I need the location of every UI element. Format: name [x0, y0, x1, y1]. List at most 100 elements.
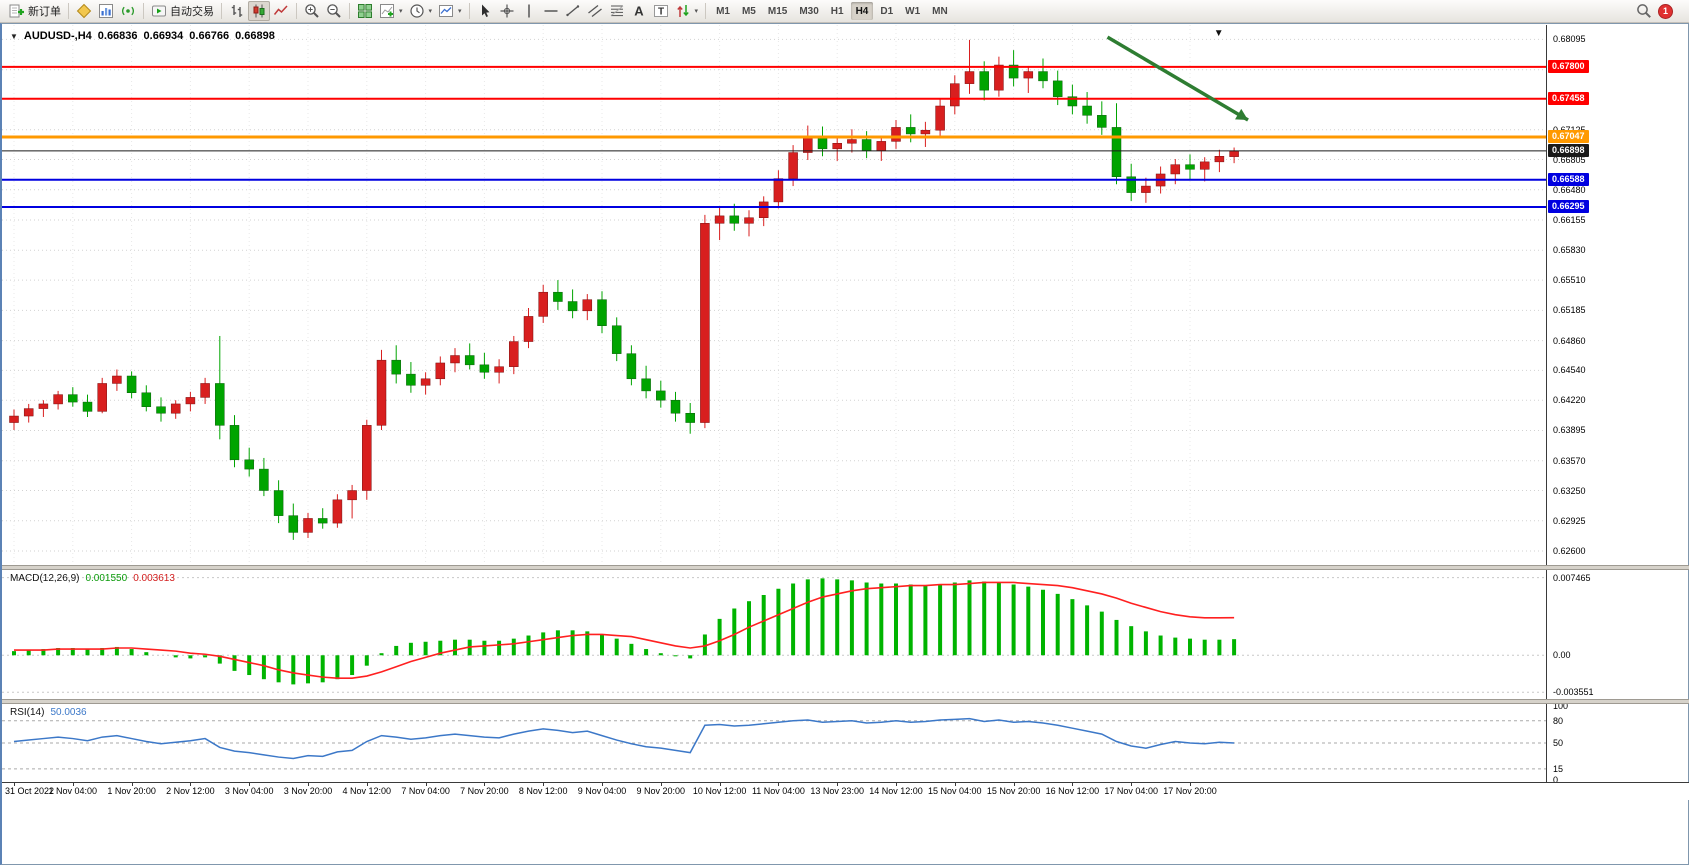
- fibonacci-button[interactable]: [606, 1, 628, 21]
- templates-button[interactable]: ▾: [435, 1, 465, 21]
- rsi-axis-label: 100: [1553, 701, 1569, 711]
- toolbar-button-groups: 新订单 自动交易 ▾ ▾ ▾ A T ▾: [6, 1, 701, 21]
- collapse-arrow-icon[interactable]: ▼: [10, 32, 18, 41]
- dropdown-arrow-icon[interactable]: ▾: [694, 8, 699, 15]
- toolbar-separator: [349, 3, 350, 19]
- indicators-icon: [379, 3, 395, 19]
- toolbar-right: 1: [1636, 3, 1683, 19]
- dropdown-arrow-icon[interactable]: ▾: [458, 8, 462, 15]
- text-label-icon: T: [653, 3, 669, 19]
- rsi-axis-label: 80: [1553, 715, 1564, 726]
- trendline-button[interactable]: [562, 1, 584, 21]
- time-axis-label: 13 Nov 23:00: [810, 786, 864, 796]
- timeframe-m15-button[interactable]: M15: [767, 5, 788, 17]
- main-price-chart[interactable]: ▼: [2, 25, 1546, 566]
- macd-axis-label: -0.003551: [1553, 687, 1594, 698]
- time-tick: [1013, 783, 1015, 786]
- rsi-panel[interactable]: [2, 704, 1546, 782]
- time-tick: [602, 783, 603, 786]
- quote-close: 0.66898: [235, 30, 275, 42]
- main-toolbar: 新订单 自动交易 ▾ ▾ ▾ A T ▾ M1 M5 M15 M30 H1 H4 D1 W1 MN 1: [0, 0, 1689, 23]
- signals-button[interactable]: [117, 1, 139, 21]
- time-axis-label: 9 Nov 04:00: [577, 786, 627, 796]
- panel-separator[interactable]: [2, 699, 1689, 704]
- search-icon[interactable]: [1636, 3, 1652, 19]
- chart-symbol-label: AUDUSD-,H4: [23, 30, 92, 42]
- price-line-badge: 0.66295: [1548, 200, 1589, 214]
- vertical-line-button[interactable]: [518, 1, 540, 21]
- text-label-button[interactable]: T: [650, 1, 672, 21]
- time-axis[interactable]: 31 Oct 2022 1 Nov 04:00 1 Nov 20:00 2 Nov 1…: [2, 782, 1689, 800]
- chart-header: ▼ AUDUSD-,H4 0.66836 0.66934 0.66766 0.6…: [10, 30, 275, 42]
- macd-signal-line: [14, 581, 1235, 679]
- rsi-axis-label: 15: [1553, 763, 1564, 774]
- crosshair-button[interactable]: [496, 1, 518, 21]
- price-axis-label: 0.64540: [1553, 365, 1586, 376]
- new-order-button[interactable]: 新订单: [6, 1, 64, 21]
- arrows-button[interactable]: ▾: [672, 1, 702, 21]
- periods-icon: [409, 3, 425, 19]
- macd-panel[interactable]: [2, 570, 1546, 700]
- tile-windows-button[interactable]: [354, 1, 376, 21]
- price-axis-label: 0.62600: [1553, 546, 1586, 557]
- timeframe-m5-button[interactable]: M5: [741, 5, 756, 17]
- price-axis-label: 0.65510: [1553, 275, 1586, 286]
- price-axis[interactable]: 0.680950.677700.671250.668050.664800.661…: [1546, 25, 1687, 785]
- price-axis-label: 0.63570: [1553, 455, 1586, 466]
- timeframe-h4-button[interactable]: H4: [850, 2, 874, 20]
- ohlc-bars-button[interactable]: [226, 1, 248, 21]
- panel-separator[interactable]: [2, 565, 1689, 570]
- timeframe-toolbar: M1 M5 M15 M30 H1 H4 D1 W1 MN: [710, 2, 954, 20]
- autotrading-button[interactable]: 自动交易: [148, 1, 217, 21]
- price-axis-label: 0.65830: [1553, 245, 1586, 256]
- channel-icon: [587, 3, 603, 19]
- toolbar-separator: [705, 3, 707, 19]
- timeframe-m30-button[interactable]: M30: [799, 5, 819, 17]
- dropdown-arrow-icon[interactable]: ▾: [428, 8, 433, 15]
- time-axis-label: 3 Nov 04:00: [224, 786, 274, 796]
- periods-button[interactable]: ▾: [406, 1, 436, 21]
- zoom-in-button[interactable]: [301, 1, 323, 21]
- horizontal-line-button[interactable]: [540, 1, 562, 21]
- time-axis-label: 3 Nov 20:00: [283, 786, 333, 796]
- timeframe-mn-button[interactable]: MN: [932, 5, 948, 17]
- arrows-icon: [675, 3, 691, 19]
- text-button[interactable]: A: [628, 1, 650, 21]
- macd-name: MACD(12,26,9): [10, 573, 80, 584]
- time-tick: [190, 783, 192, 786]
- price-axis-label: 0.66480: [1553, 184, 1586, 195]
- time-axis-label: 1 Nov 04:00: [48, 786, 98, 796]
- price-axis-label: 0.64860: [1553, 335, 1586, 346]
- price-axis-label: 0.62925: [1553, 515, 1586, 526]
- notification-badge[interactable]: 1: [1658, 3, 1673, 19]
- rsi-axis-label: 50: [1553, 738, 1564, 748]
- timeframe-w1-button[interactable]: W1: [905, 5, 921, 17]
- time-tick: [131, 783, 133, 786]
- time-axis-label: 8 Nov 12:00: [518, 786, 568, 796]
- time-axis-label: 4 Nov 12:00: [342, 786, 392, 796]
- timeframe-m1-button[interactable]: M1: [716, 5, 730, 17]
- ohlc-bars-icon: [229, 3, 245, 19]
- signals-icon: [120, 3, 136, 19]
- toolbar-separator: [221, 3, 222, 19]
- metaeditor-button[interactable]: [73, 1, 95, 21]
- dropdown-arrow-icon[interactable]: ▾: [399, 8, 403, 15]
- indicators-button[interactable]: ▾: [376, 1, 406, 21]
- channel-button[interactable]: [584, 1, 606, 21]
- time-tick: [484, 783, 486, 786]
- timeframe-d1-button[interactable]: D1: [880, 5, 894, 17]
- candlesticks-button[interactable]: [248, 1, 270, 21]
- price-line-badge: 0.66898: [1548, 143, 1589, 157]
- macd-signal-value: 0.003613: [133, 573, 175, 584]
- zoom-out-button[interactable]: [323, 1, 345, 21]
- down-arrow-marker: ▼: [1214, 28, 1224, 39]
- macd-label: MACD(12,26,9) 0.001550 0.003613: [10, 573, 175, 584]
- line-chart-button[interactable]: [270, 1, 292, 21]
- cursor-button[interactable]: [474, 1, 496, 21]
- svg-text:A: A: [634, 4, 644, 19]
- vertical-line-icon: [521, 3, 537, 19]
- new-chart-button[interactable]: [95, 1, 117, 21]
- new-chart-icon: [98, 3, 114, 19]
- timeframe-h1-button[interactable]: H1: [830, 5, 844, 17]
- price-axis-label: 0.66155: [1553, 215, 1586, 226]
